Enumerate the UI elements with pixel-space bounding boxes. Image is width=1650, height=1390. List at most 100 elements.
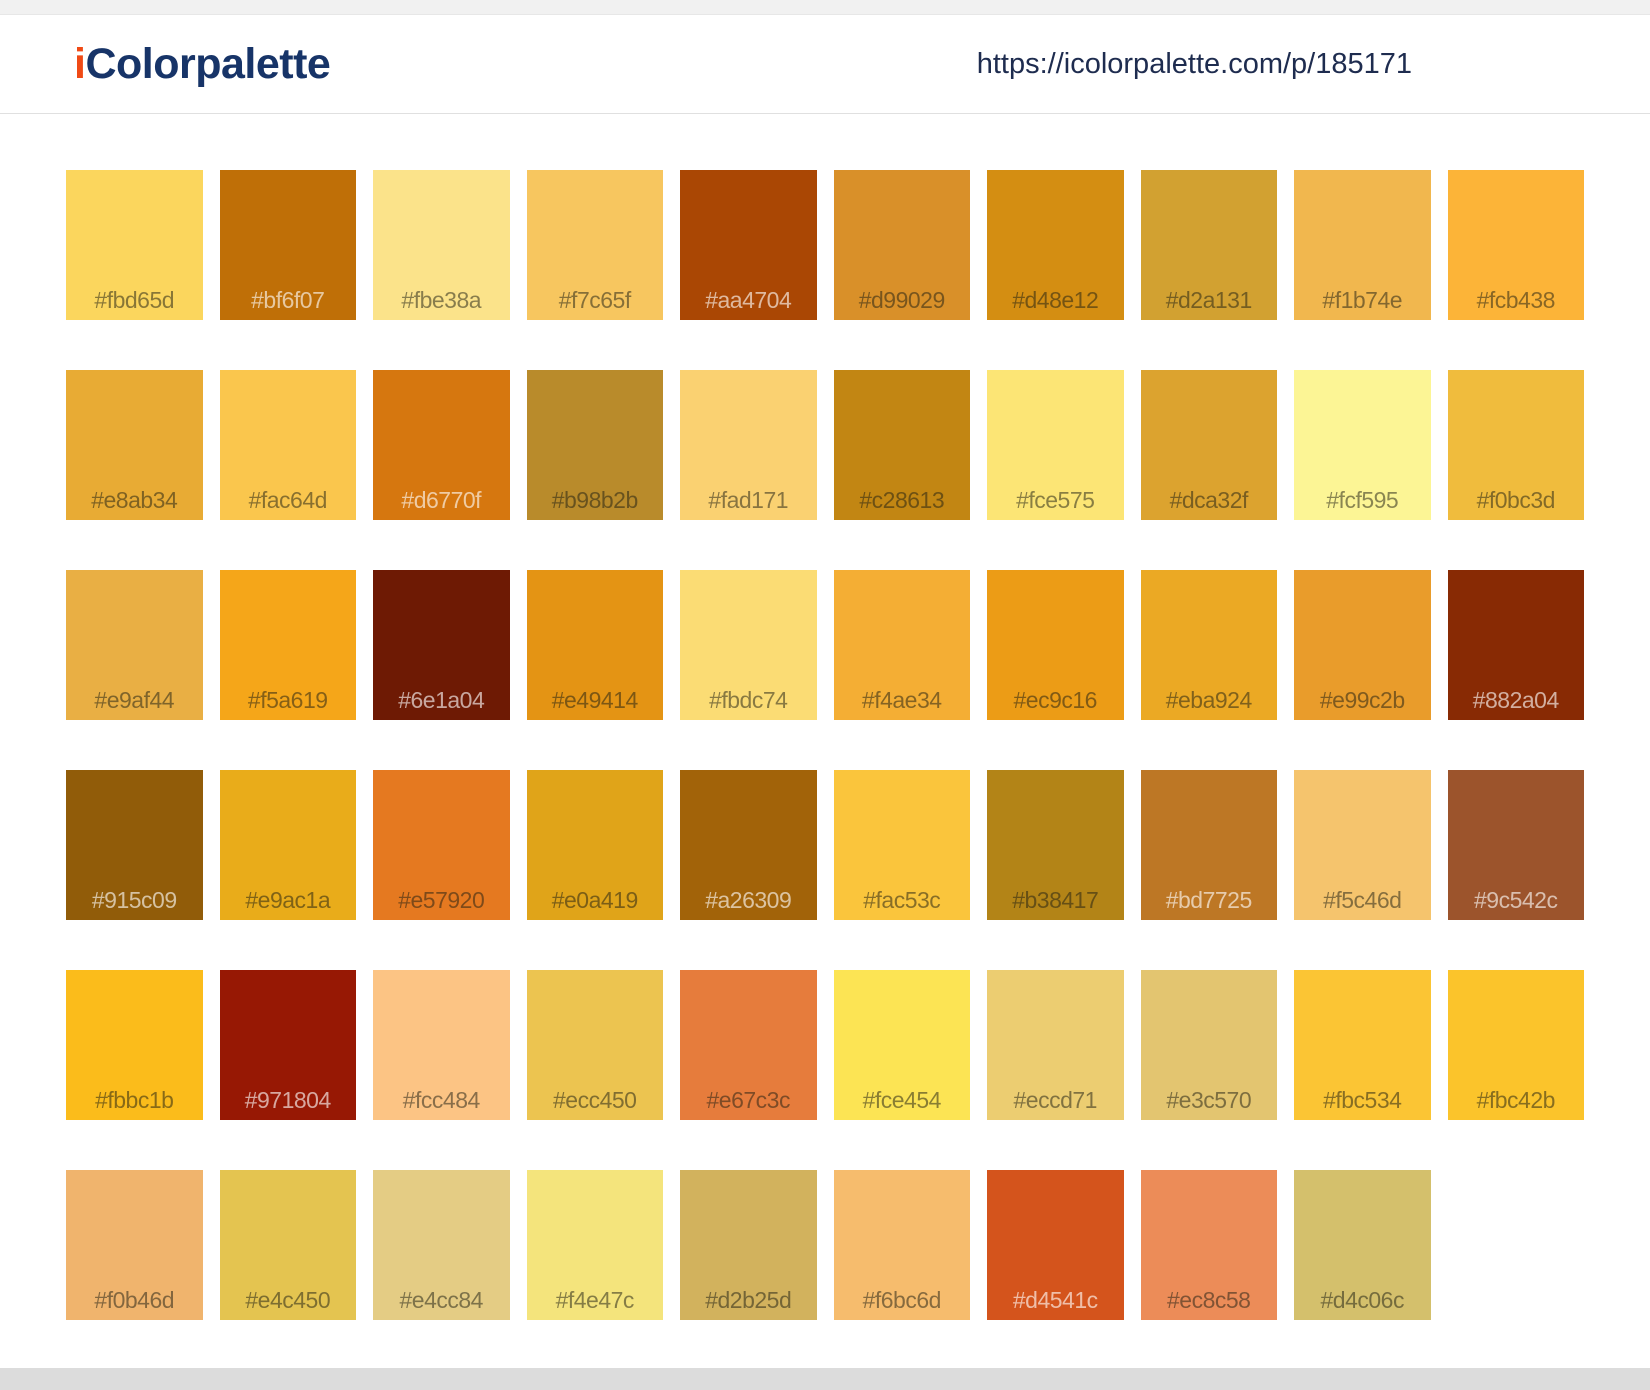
- color-swatch[interactable]: #6e1a04: [373, 570, 510, 720]
- color-swatch[interactable]: #9c542c: [1447, 770, 1584, 920]
- swatch-hex-label: #e3c570: [1166, 1087, 1252, 1114]
- swatch-hex-label: #e0a419: [551, 887, 639, 914]
- color-swatch[interactable]: #e3c570: [1140, 970, 1277, 1120]
- swatch-hex-label: #b98b2b: [551, 487, 639, 514]
- color-swatch[interactable]: #fac64d: [219, 370, 356, 520]
- color-swatch[interactable]: #f4ae34: [833, 570, 970, 720]
- color-swatch[interactable]: #e9ac1a: [219, 770, 356, 920]
- swatch-hex-label: #e67c3c: [706, 1087, 791, 1114]
- swatch-hex-label: #f6bc6d: [862, 1287, 942, 1314]
- swatch-hex-label: #aa4704: [705, 287, 792, 314]
- site-header: iColorpalette https://icolorpalette.com/…: [0, 15, 1650, 114]
- color-swatch[interactable]: #e49414: [526, 570, 663, 720]
- swatch-hex-label: #f5c46d: [1323, 887, 1402, 914]
- color-swatch[interactable]: #fbe38a: [373, 170, 510, 320]
- swatch-hex-label: #6e1a04: [398, 687, 485, 714]
- color-swatch[interactable]: #e57920: [373, 770, 510, 920]
- swatch-hex-label: #a26309: [705, 887, 792, 914]
- color-swatch[interactable]: #fcf595: [1294, 370, 1431, 520]
- color-swatch[interactable]: #f1b74e: [1294, 170, 1431, 320]
- color-swatch[interactable]: #fcb438: [1447, 170, 1584, 320]
- palette-url[interactable]: https://icolorpalette.com/p/185171: [976, 47, 1412, 80]
- color-swatch[interactable]: #e99c2b: [1294, 570, 1431, 720]
- color-swatch[interactable]: #d2a131: [1140, 170, 1277, 320]
- color-swatch[interactable]: #882a04: [1447, 570, 1584, 720]
- swatch-hex-label: #915c09: [91, 887, 177, 914]
- swatch-hex-label: #971804: [244, 1087, 332, 1114]
- swatch-hex-label: #e49414: [551, 687, 639, 714]
- color-swatch[interactable]: #fbdc74: [680, 570, 817, 720]
- swatch-hex-label: #dca32f: [1169, 487, 1249, 514]
- color-swatch[interactable]: #eba924: [1140, 570, 1277, 720]
- color-swatch[interactable]: #971804: [219, 970, 356, 1120]
- color-swatch[interactable]: #d6770f: [373, 370, 510, 520]
- swatch-hex-label: #e99c2b: [1319, 687, 1405, 714]
- color-swatch[interactable]: #d99029: [833, 170, 970, 320]
- color-swatch[interactable]: #fbc42b: [1447, 970, 1584, 1120]
- color-swatch[interactable]: #e67c3c: [680, 970, 817, 1120]
- color-swatch[interactable]: #bd7725: [1140, 770, 1277, 920]
- color-swatch[interactable]: #d4541c: [987, 1170, 1124, 1320]
- swatch-hex-label: #e57920: [398, 887, 485, 914]
- color-swatch[interactable]: #f5a619: [219, 570, 356, 720]
- swatch-hex-label: #bf6f07: [251, 287, 325, 314]
- palette-grid: #fbd65d #bf6f07 #fbe38a #f7c65f #aa4704 #d990…: [0, 114, 1650, 1320]
- swatch-hex-label: #f5a619: [247, 687, 328, 714]
- color-swatch[interactable]: #f6bc6d: [833, 1170, 970, 1320]
- color-swatch[interactable]: #aa4704: [680, 170, 817, 320]
- color-swatch[interactable]: #915c09: [66, 770, 203, 920]
- swatch-hex-label: #e9ac1a: [245, 887, 331, 914]
- color-swatch[interactable]: #fac53c: [833, 770, 970, 920]
- swatch-hex-label: #e8ab34: [91, 487, 178, 514]
- color-swatch[interactable]: #b38417: [987, 770, 1124, 920]
- swatch-hex-label: #fbe38a: [401, 287, 482, 314]
- swatch-hex-label: #f4e47c: [555, 1287, 635, 1314]
- color-swatch[interactable]: #a26309: [680, 770, 817, 920]
- swatch-hex-label: #d48e12: [1012, 287, 1099, 314]
- color-swatch[interactable]: #d48e12: [987, 170, 1124, 320]
- color-swatch[interactable]: #fbd65d: [66, 170, 203, 320]
- color-swatch[interactable]: #dca32f: [1140, 370, 1277, 520]
- swatch-hex-label: #fbd65d: [94, 287, 175, 314]
- color-swatch[interactable]: #ecc450: [526, 970, 663, 1120]
- color-swatch[interactable]: #eccd71: [987, 970, 1124, 1120]
- swatch-hex-label: #bd7725: [1165, 887, 1253, 914]
- color-swatch[interactable]: #fce575: [987, 370, 1124, 520]
- color-swatch[interactable]: #f0b46d: [66, 1170, 203, 1320]
- swatch-hex-label: #e4cc84: [399, 1287, 484, 1314]
- swatch-hex-label: #eba924: [1165, 687, 1253, 714]
- color-swatch[interactable]: #f7c65f: [526, 170, 663, 320]
- site-logo[interactable]: iColorpalette: [74, 42, 331, 86]
- color-swatch[interactable]: #f0bc3d: [1447, 370, 1584, 520]
- swatch-hex-label: #fbc534: [1323, 1087, 1402, 1114]
- color-swatch[interactable]: #f5c46d: [1294, 770, 1431, 920]
- color-swatch[interactable]: #fbbc1b: [66, 970, 203, 1120]
- color-swatch[interactable]: #ec9c16: [987, 570, 1124, 720]
- color-swatch[interactable]: #b98b2b: [526, 370, 663, 520]
- color-swatch[interactable]: #e4cc84: [373, 1170, 510, 1320]
- color-swatch[interactable]: #e4c450: [219, 1170, 356, 1320]
- color-swatch[interactable]: #fad171: [680, 370, 817, 520]
- color-swatch[interactable]: #f4e47c: [526, 1170, 663, 1320]
- color-swatch[interactable]: #e8ab34: [66, 370, 203, 520]
- color-swatch[interactable]: #d4c06c: [1294, 1170, 1431, 1320]
- color-swatch[interactable]: #fbc534: [1294, 970, 1431, 1120]
- color-swatch[interactable]: #fce454: [833, 970, 970, 1120]
- swatch-hex-label: #fcf595: [1326, 487, 1399, 514]
- color-swatch[interactable]: #d2b25d: [680, 1170, 817, 1320]
- color-swatch[interactable]: #fcc484: [373, 970, 510, 1120]
- swatch-hex-label: #eccd71: [1013, 1087, 1098, 1114]
- color-swatch[interactable]: #ec8c58: [1140, 1170, 1277, 1320]
- swatch-hex-label: #fcc484: [402, 1087, 481, 1114]
- swatch-hex-label: #d2a131: [1165, 287, 1253, 314]
- color-swatch[interactable]: #e0a419: [526, 770, 663, 920]
- swatch-hex-label: #d2b25d: [705, 1287, 792, 1314]
- swatch-hex-label: #fad171: [708, 487, 789, 514]
- swatch-hex-label: #d99029: [858, 287, 946, 314]
- swatch-hex-label: #fce454: [862, 1087, 942, 1114]
- color-swatch[interactable]: #c28613: [833, 370, 970, 520]
- swatch-hex-label: #fac53c: [863, 887, 941, 914]
- color-swatch[interactable]: #bf6f07: [219, 170, 356, 320]
- color-swatch[interactable]: #e9af44: [66, 570, 203, 720]
- swatch-hex-label: #e4c450: [245, 1287, 331, 1314]
